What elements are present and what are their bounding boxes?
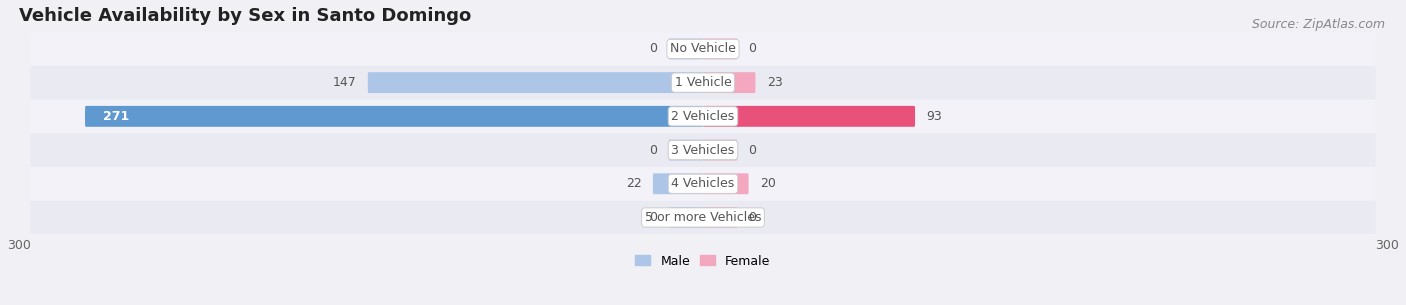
FancyBboxPatch shape: [652, 173, 703, 194]
FancyBboxPatch shape: [703, 173, 748, 194]
Text: 147: 147: [333, 76, 356, 89]
FancyBboxPatch shape: [30, 32, 1376, 66]
FancyBboxPatch shape: [703, 38, 737, 59]
FancyBboxPatch shape: [703, 106, 915, 127]
Text: 2 Vehicles: 2 Vehicles: [672, 110, 734, 123]
Text: 0: 0: [650, 42, 658, 56]
FancyBboxPatch shape: [30, 133, 1376, 167]
Text: Source: ZipAtlas.com: Source: ZipAtlas.com: [1251, 18, 1385, 31]
FancyBboxPatch shape: [669, 38, 703, 59]
Text: 0: 0: [650, 211, 658, 224]
Text: 0: 0: [748, 144, 756, 156]
Text: 3 Vehicles: 3 Vehicles: [672, 144, 734, 156]
Text: 5 or more Vehicles: 5 or more Vehicles: [645, 211, 761, 224]
FancyBboxPatch shape: [368, 72, 703, 93]
Text: No Vehicle: No Vehicle: [671, 42, 735, 56]
FancyBboxPatch shape: [669, 207, 703, 228]
Text: 0: 0: [650, 144, 658, 156]
Text: 22: 22: [626, 177, 641, 190]
Legend: Male, Female: Male, Female: [630, 249, 776, 273]
FancyBboxPatch shape: [703, 72, 755, 93]
FancyBboxPatch shape: [84, 106, 703, 127]
FancyBboxPatch shape: [30, 167, 1376, 201]
Text: 0: 0: [748, 42, 756, 56]
FancyBboxPatch shape: [703, 207, 737, 228]
FancyBboxPatch shape: [703, 140, 737, 160]
Text: Vehicle Availability by Sex in Santo Domingo: Vehicle Availability by Sex in Santo Dom…: [18, 7, 471, 25]
Text: 1 Vehicle: 1 Vehicle: [675, 76, 731, 89]
Text: 23: 23: [766, 76, 783, 89]
FancyBboxPatch shape: [30, 66, 1376, 99]
FancyBboxPatch shape: [30, 201, 1376, 234]
Text: 271: 271: [103, 110, 129, 123]
Text: 4 Vehicles: 4 Vehicles: [672, 177, 734, 190]
Text: 93: 93: [927, 110, 942, 123]
Text: 20: 20: [761, 177, 776, 190]
Text: 0: 0: [748, 211, 756, 224]
FancyBboxPatch shape: [30, 99, 1376, 133]
FancyBboxPatch shape: [669, 140, 703, 160]
